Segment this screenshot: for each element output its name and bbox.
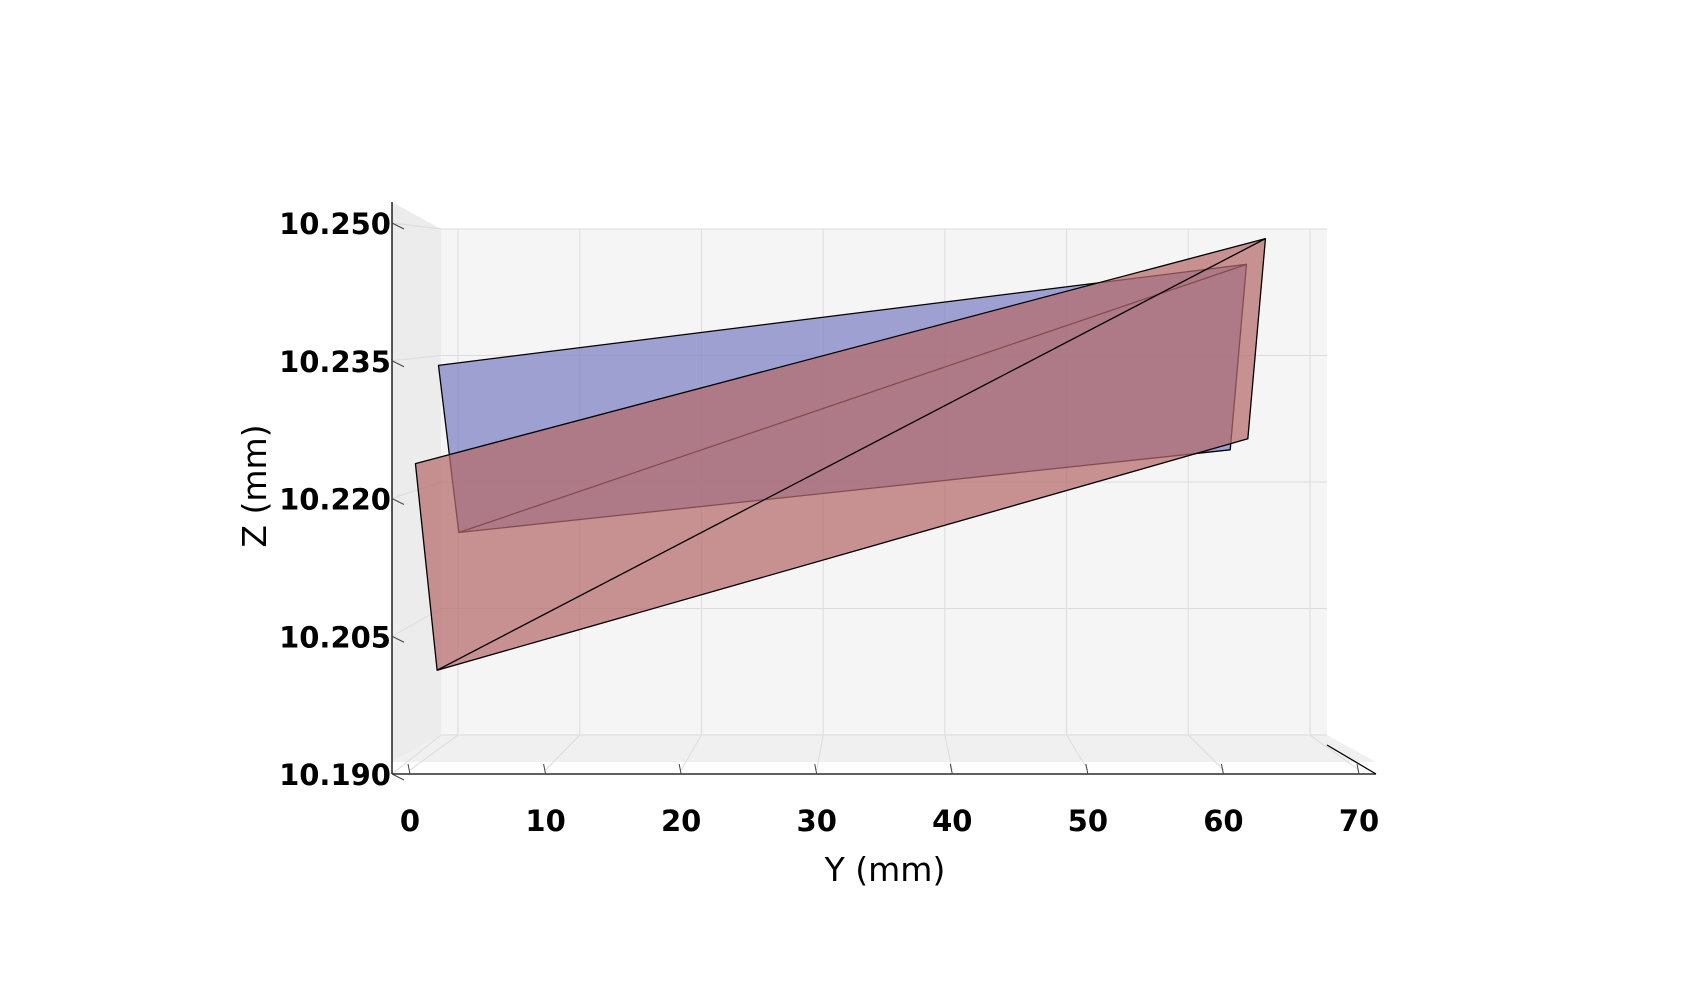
wall-grid-line bbox=[391, 355, 442, 362]
y-axis-ticks: 10.190 10.205 10.220 10.235 10.250 bbox=[279, 207, 405, 792]
x-tick-label: 0 bbox=[400, 804, 420, 838]
floor-pane bbox=[392, 735, 1376, 762]
x-tick-label: 50 bbox=[1068, 804, 1108, 838]
floor-grid-line bbox=[545, 734, 581, 771]
plane-surfaces bbox=[414, 237, 1267, 671]
y-tick-mark bbox=[391, 360, 405, 368]
y-tick-mark bbox=[391, 222, 405, 230]
x-tick-mark bbox=[407, 763, 411, 775]
x-tick-mark bbox=[1085, 763, 1089, 775]
floor-grid-line bbox=[944, 734, 953, 771]
floor-grid-line bbox=[680, 734, 702, 771]
x-tick-mark bbox=[543, 763, 547, 775]
x-axis-ticks: 0 10 20 30 40 50 60 70 bbox=[400, 763, 1379, 838]
wall-grid-line bbox=[391, 222, 442, 230]
x-tick-mark bbox=[949, 763, 953, 775]
floor-grid-line bbox=[409, 734, 459, 771]
x-tick-label: 20 bbox=[661, 804, 701, 838]
plane-red-diagonal bbox=[436, 238, 1266, 671]
floor-grid-line bbox=[816, 734, 824, 771]
x-tick-label: 40 bbox=[932, 804, 972, 838]
floor-grid-line bbox=[1309, 734, 1360, 771]
y-axis-title: Z (mm) bbox=[235, 424, 274, 547]
left-pane bbox=[392, 202, 441, 762]
x-tick-label: 60 bbox=[1203, 804, 1243, 838]
x-tick-label: 10 bbox=[525, 804, 565, 838]
x-tick-label: 30 bbox=[797, 804, 837, 838]
wall-grid-line bbox=[391, 734, 442, 775]
y-tick-label: 10.250 bbox=[279, 207, 391, 241]
depth-axis-line bbox=[1326, 744, 1377, 775]
floor-grid-line bbox=[1066, 734, 1089, 771]
y-tick-mark bbox=[391, 773, 405, 781]
y-tick-mark bbox=[391, 498, 405, 505]
x-tick-mark bbox=[678, 763, 682, 775]
x-tick-mark bbox=[1220, 763, 1224, 775]
x-tick-mark bbox=[1356, 763, 1360, 775]
x-tick-mark bbox=[814, 763, 818, 775]
axis-lines bbox=[391, 202, 1377, 775]
y-tick-label: 10.190 bbox=[279, 758, 391, 792]
y-tick-label: 10.220 bbox=[279, 483, 391, 517]
y-tick-label: 10.205 bbox=[279, 620, 391, 654]
x-tick-label: 70 bbox=[1339, 804, 1379, 838]
x-axis-title: Y (mm) bbox=[824, 850, 946, 889]
floor-grid-line bbox=[1187, 734, 1224, 771]
y-tick-label: 10.235 bbox=[279, 345, 391, 379]
y-tick-mark bbox=[391, 635, 405, 643]
